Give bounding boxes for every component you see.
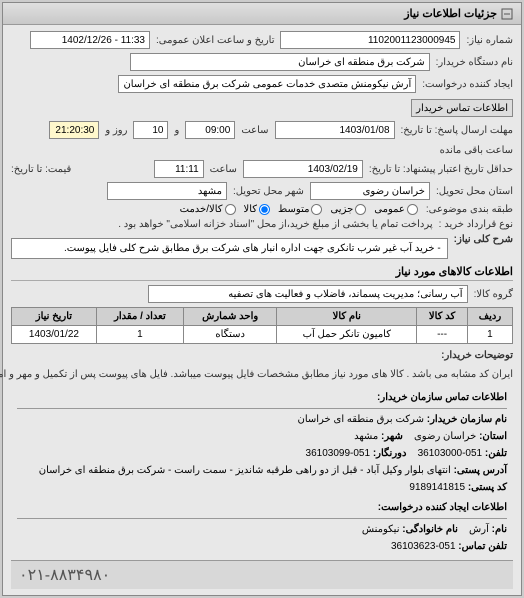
buyer-org-label: نام دستگاه خریدار:: [436, 57, 513, 68]
th-name: نام کالا: [277, 308, 417, 326]
buyer-org-field: شرکت برق منطقه ای خراسان: [130, 53, 430, 71]
td-qty: 1: [96, 326, 183, 344]
c-province-label: استان:: [479, 431, 507, 442]
contact-title: اطلاعات تماس سازمان خریدار:: [17, 390, 507, 409]
address: انتهای بلوار وکیل آباد - قبل از دو راهی …: [39, 465, 451, 476]
request-number-field: 1102001123000945: [280, 31, 460, 49]
radio-partial[interactable]: جزیی: [330, 204, 366, 215]
th-qty: تعداد / مقدار: [96, 308, 183, 326]
request-number-label: شماره نیاز:: [466, 35, 513, 46]
days-suffix: روز و: [105, 125, 127, 136]
collapse-icon[interactable]: [501, 8, 513, 20]
radio-goods-service[interactable]: کالا/خدمت: [180, 204, 236, 215]
th-code: کد کالا: [417, 308, 468, 326]
th-unit: واحد شمارش: [183, 308, 276, 326]
address-label: آدرس پستی:: [454, 465, 507, 476]
validity-time-label: ساعت: [210, 164, 237, 175]
reply-time-label: ساعت: [241, 125, 268, 136]
creator-label: ایجاد کننده درخواست:: [422, 79, 513, 90]
panel-header: جزئیات اطلاعات نیاز: [3, 3, 521, 25]
time-remaining-field: 21:20:30: [49, 121, 99, 139]
category-label: طبقه بندی موضوعی:: [426, 204, 513, 215]
creator-field: آرش نیکومنش متصدی خدمات عمومی شرکت برق م…: [118, 75, 416, 93]
fax: 051-36103099: [306, 448, 371, 459]
cr-family-label: نام خانوادگی:: [402, 524, 458, 535]
desc-text: - خرید آب غیر شرب تانکری جهت اداره انبار…: [11, 238, 448, 259]
notes-label: توضیحات خریدار:: [441, 350, 513, 361]
th-row: ردیف: [467, 308, 512, 326]
postal: 9189141815: [409, 482, 465, 493]
phone: 051-36103000: [418, 448, 483, 459]
notes-text: ایران کد مشابه می باشد . کالا های مورد ن…: [0, 367, 513, 382]
validity-label: حداقل تاریخ اعتبار پیشنهاد: تا تاریخ:: [369, 164, 513, 175]
goods-section-title: اطلاعات کالاهای مورد نیاز: [11, 265, 513, 281]
td-name: کامیون تانکر حمل آب: [277, 326, 417, 344]
cr-name-label: نام:: [492, 524, 507, 535]
public-datetime-field: 11:33 - 1402/12/26: [30, 31, 150, 49]
city-field: مشهد: [107, 182, 227, 200]
phone-banner: ۰۲۱-۸۸۳۴۹۸۰: [11, 560, 513, 589]
desc-label: شرح کلی نیاز:: [454, 234, 513, 245]
td-date: 1403/01/22: [12, 326, 97, 344]
reply-time-field: 09:00: [185, 121, 235, 139]
goods-table: ردیف کد کالا نام کالا واحد شمارش تعداد /…: [11, 307, 513, 344]
contact-section: اطلاعات تماس سازمان خریدار: نام سازمان خ…: [11, 386, 513, 560]
td-code: ---: [417, 326, 468, 344]
days-remaining-field: 10: [133, 121, 168, 139]
c-city: مشهد: [354, 431, 378, 442]
panel-title: جزئیات اطلاعات نیاز: [404, 7, 497, 20]
td-unit: دستگاه: [183, 326, 276, 344]
c-city-label: شهر:: [381, 431, 403, 442]
table-header-row: ردیف کد کالا نام کالا واحد شمارش تعداد /…: [12, 308, 513, 326]
price-label: قیمت: تا تاریخ:: [11, 164, 71, 175]
details-panel: جزئیات اطلاعات نیاز شماره نیاز: 11020011…: [2, 2, 522, 596]
validity-time-field: 11:11: [154, 160, 204, 178]
agreement-label: نوع قرارداد خرید :: [439, 219, 513, 230]
cr-phone-label: تلفن تماس:: [458, 541, 507, 552]
creator-section-title: اطلاعات ایجاد کننده درخواست:: [17, 500, 507, 519]
th-date: تاریخ نیاز: [12, 308, 97, 326]
public-datetime-label: تاریخ و ساعت اعلان عمومی:: [156, 35, 275, 46]
td-row: 1: [467, 326, 512, 344]
org-name-label: نام سازمان خریدار:: [427, 414, 507, 425]
agreement-text: پرداخت تمام یا بخشی از مبلغ خرید،از محل …: [11, 219, 433, 230]
cr-phone: 051-36103623: [391, 541, 456, 552]
goods-group-label: گروه کالا:: [474, 289, 513, 300]
province-field: خراسان رضوی: [310, 182, 430, 200]
time-suffix: ساعت باقی مانده: [440, 145, 513, 156]
phone-label: تلفن:: [485, 448, 507, 459]
radio-general[interactable]: عمومی: [374, 204, 418, 215]
province-label: استان محل تحویل:: [436, 186, 513, 197]
goods-group-field: آب رسانی؛ مدیریت پسماند، فاضلاب و فعالیت…: [148, 285, 468, 303]
contact-info-button[interactable]: اطلاعات تماس خریدار: [411, 99, 513, 117]
radio-goods[interactable]: کالا: [244, 204, 271, 215]
cr-family: نیکومنش: [362, 524, 400, 535]
cr-name: آرش: [469, 524, 489, 535]
days-prefix: و: [174, 125, 179, 136]
table-row: 1 --- کامیون تانکر حمل آب دستگاه 1 1403/…: [12, 326, 513, 344]
radio-medium[interactable]: متوسط: [278, 204, 322, 215]
postal-label: کد پستی:: [468, 482, 507, 493]
reply-date-field: 1403/01/08: [275, 121, 395, 139]
city-label: شهر محل تحویل:: [233, 186, 304, 197]
org-name: شرکت برق منطقه ای خراسان: [297, 414, 424, 425]
fax-label: دورنگار:: [373, 448, 407, 459]
reply-deadline-label: مهلت ارسال پاسخ: تا تاریخ:: [401, 125, 513, 136]
validity-date-field: 1403/02/19: [243, 160, 363, 178]
c-province: خراسان رضوی: [414, 431, 476, 442]
